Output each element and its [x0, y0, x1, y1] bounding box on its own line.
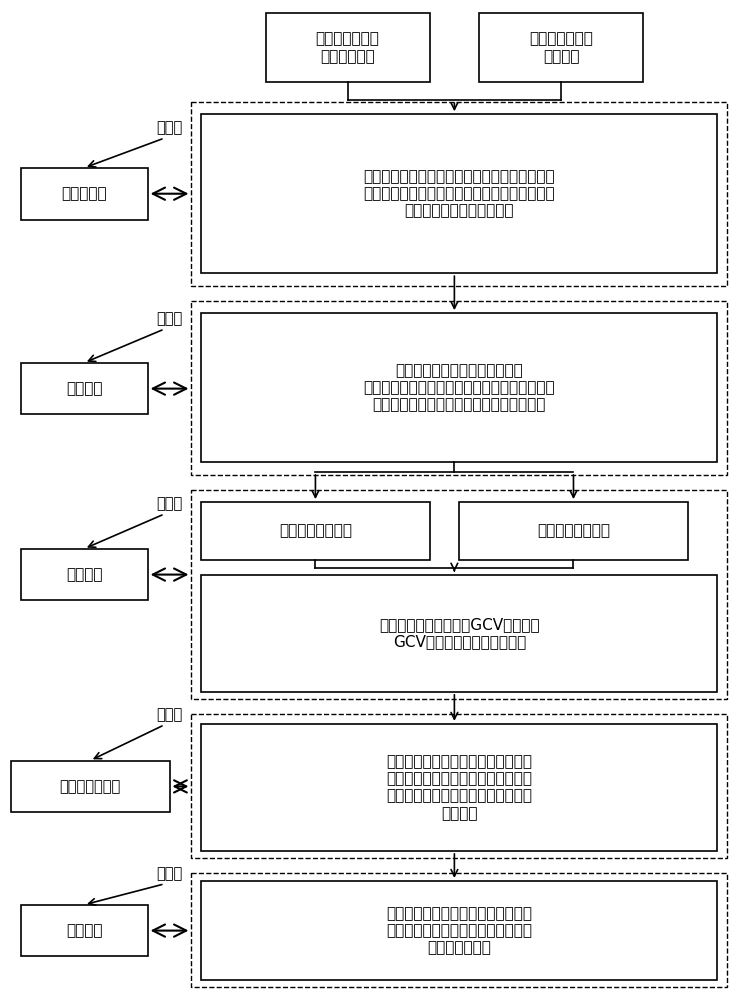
Bar: [10, 761, 170, 812]
Bar: [202, 724, 717, 851]
Bar: [21, 905, 148, 956]
Text: 对连接函数的估计: 对连接函数的估计: [279, 523, 352, 538]
Text: 结合统计分析方法、轧制理论相关知
识，在不同角度下验证模型所得结果
，并进行修改。: 结合统计分析方法、轧制理论相关知 识，在不同角度下验证模型所得结果 ，并进行修改…: [386, 906, 533, 955]
Text: 确定模型的基本形式，根据响应
变量的类型来选择连接函数，依据散点图确定每
个自变量函数是参数形式还是非参数形式。: 确定模型的基本形式，根据响应 变量的类型来选择连接函数，依据散点图确定每 个自变…: [364, 363, 555, 413]
Text: 得到参数部分的估计值，非参数部分
光滑函数的拟合数据分析及其偏差分
析，光滑函数的曲线图和变形抗力的
预测值。: 得到参数部分的估计值，非参数部分 光滑函数的拟合数据分析及其偏差分 析，光滑函数…: [386, 754, 533, 821]
Text: 模型结果及评价: 模型结果及评价: [60, 779, 121, 794]
Text: 模型修正: 模型修正: [66, 923, 103, 938]
Text: 步骤一: 步骤一: [157, 120, 183, 135]
Bar: [21, 549, 148, 600]
Text: 步骤三: 步骤三: [157, 496, 183, 511]
Text: 模型估计: 模型估计: [66, 567, 103, 582]
Text: 热轧带钢的变形
抗力数据: 热轧带钢的变形 抗力数据: [529, 31, 593, 64]
Text: 对得到不同的模型计算GCV值，选择
GCV值最小的模型为最优模型: 对得到不同的模型计算GCV值，选择 GCV值最小的模型为最优模型: [379, 617, 539, 649]
Bar: [202, 114, 717, 273]
Bar: [479, 13, 643, 82]
Text: 变量预分析: 变量预分析: [61, 186, 107, 201]
Bar: [191, 301, 728, 475]
Bar: [202, 313, 717, 462]
Text: 步骤五: 步骤五: [157, 866, 183, 881]
Text: 模型设定: 模型设定: [66, 381, 103, 396]
Text: 步骤四: 步骤四: [157, 707, 183, 722]
Bar: [191, 490, 728, 699]
Bar: [191, 714, 728, 858]
Bar: [21, 168, 148, 220]
Bar: [21, 363, 148, 414]
Bar: [191, 102, 728, 286]
Text: 根据轧制理论的相关机理、先验知识掌握其基本
情况及分布特征，以确定连接函数和模型的形式
，确定模型因变量和自变量: 根据轧制理论的相关机理、先验知识掌握其基本 情况及分布特征，以确定连接函数和模型…: [364, 169, 555, 219]
Bar: [459, 502, 687, 560]
Bar: [202, 881, 717, 980]
Bar: [191, 873, 728, 987]
Text: 对光滑函数的估计: 对光滑函数的估计: [537, 523, 610, 538]
Text: 热轧带钢的过程
控制相关数据: 热轧带钢的过程 控制相关数据: [315, 31, 379, 64]
Bar: [202, 502, 429, 560]
Bar: [202, 575, 717, 692]
Text: 步骤二: 步骤二: [157, 311, 183, 326]
Bar: [266, 13, 429, 82]
